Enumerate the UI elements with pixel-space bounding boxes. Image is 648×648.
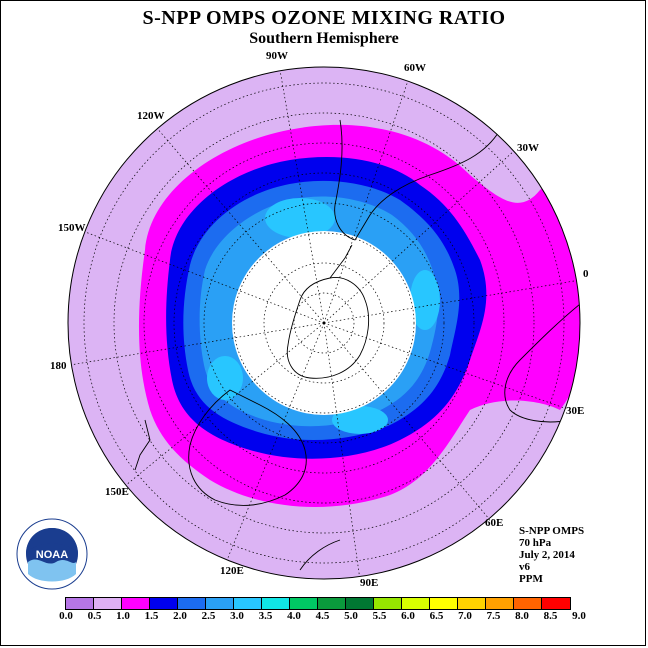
noaa-logo: NOAA <box>16 518 88 590</box>
lon-label-150w: 150W <box>58 222 86 234</box>
lon-label-30w: 30W <box>517 142 539 154</box>
lon-label-60w: 60W <box>404 62 426 74</box>
contour-3-0-c <box>410 270 440 330</box>
lon-label-60e: 60E <box>485 517 504 529</box>
info-level: 70 hPa <box>519 537 552 549</box>
colorbar-segment <box>178 598 206 609</box>
colorbar-segment <box>290 598 318 609</box>
lon-label-30e: 30E <box>566 405 585 417</box>
south-pole-marker <box>322 321 326 325</box>
noaa-logo-text: NOAA <box>36 549 68 561</box>
lon-label-120e: 120E <box>220 565 244 577</box>
colorbar-tick-label: 8.0 <box>515 610 529 622</box>
colorbar-tick-label: 0.0 <box>59 610 73 622</box>
info-date: July 2, 2014 <box>519 549 575 561</box>
south-america-coast <box>334 119 501 241</box>
colorbar-segment <box>94 598 122 609</box>
antarctic-peninsula <box>329 244 353 279</box>
colorbar-segment <box>234 598 262 609</box>
coastlines <box>134 119 580 571</box>
lon-label-90w: 90W <box>266 50 288 62</box>
colorbar-tick-label: 8.5 <box>543 610 558 622</box>
colorbar-tick-label: 6.5 <box>429 610 444 622</box>
colorbar-tick-label: 5.0 <box>344 610 358 622</box>
contour-3-0-b <box>207 356 243 400</box>
colorbar-tick-label: 7.5 <box>486 610 501 622</box>
africa-coast <box>504 299 580 423</box>
lon-label-180: 180 <box>50 360 67 372</box>
colorbar-tick-label: 4.5 <box>315 610 330 622</box>
map-title: S-NPP OMPS OZONE MIXING RATIO <box>142 7 506 29</box>
colorbar-tick-label: 7.0 <box>458 610 472 622</box>
colorbar-segment <box>486 598 514 609</box>
colorbar-tick-label: 9.0 <box>572 610 586 622</box>
colorbar-segment <box>542 598 570 609</box>
asia-coast <box>299 539 341 571</box>
colorbar-tick-label: 0.5 <box>87 610 102 622</box>
new-zealand-coast <box>134 419 151 471</box>
colorbar-tick-label: 2.0 <box>173 610 187 622</box>
lon-label-150e: 150E <box>105 486 129 498</box>
colorbar-tick-label: 3.0 <box>230 610 244 622</box>
graticule <box>69 69 580 579</box>
globe-outline <box>67 66 581 580</box>
australia-coast <box>188 389 307 506</box>
colorbar-tick-label: 5.5 <box>372 610 387 622</box>
lon-label-120w: 120W <box>137 110 165 122</box>
info-panel: S-NPP OMPS 70 hPa July 2, 2014 v6 PPM <box>519 525 584 585</box>
colorbar-segment <box>206 598 234 609</box>
colorbar-segment <box>122 598 150 609</box>
colorbar-tick-label: 1.5 <box>144 610 159 622</box>
map-subtitle: Southern Hemisphere <box>249 30 399 47</box>
info-instrument: S-NPP OMPS <box>519 525 585 537</box>
colorbar-segment <box>150 598 178 609</box>
colorbar-tick-label: 2.5 <box>201 610 216 622</box>
colorbar-tick-label: 4.0 <box>287 610 301 622</box>
contour-3-0-d <box>332 406 388 434</box>
colorbar-tick-label: 6.0 <box>401 610 415 622</box>
contour-3-0-a <box>265 198 335 238</box>
colorbar <box>65 597 571 610</box>
colorbar-segment <box>262 598 290 609</box>
colorbar-segment <box>430 598 458 609</box>
colorbar-tick-label: 3.5 <box>258 610 273 622</box>
info-version: v6 <box>519 561 530 573</box>
colorbar-segment <box>514 598 542 609</box>
colorbar-segment <box>402 598 430 609</box>
colorbar-segment <box>318 598 346 609</box>
colorbar-segment <box>346 598 374 609</box>
colorbar-tick-label: 1.0 <box>116 610 130 622</box>
colorbar-segment <box>458 598 486 609</box>
colorbar-segment <box>66 598 94 609</box>
info-units: PPM <box>519 573 543 585</box>
lon-label-0: 0 <box>583 268 589 280</box>
colorbar-segment <box>374 598 402 609</box>
lon-label-90e: 90E <box>360 577 379 589</box>
